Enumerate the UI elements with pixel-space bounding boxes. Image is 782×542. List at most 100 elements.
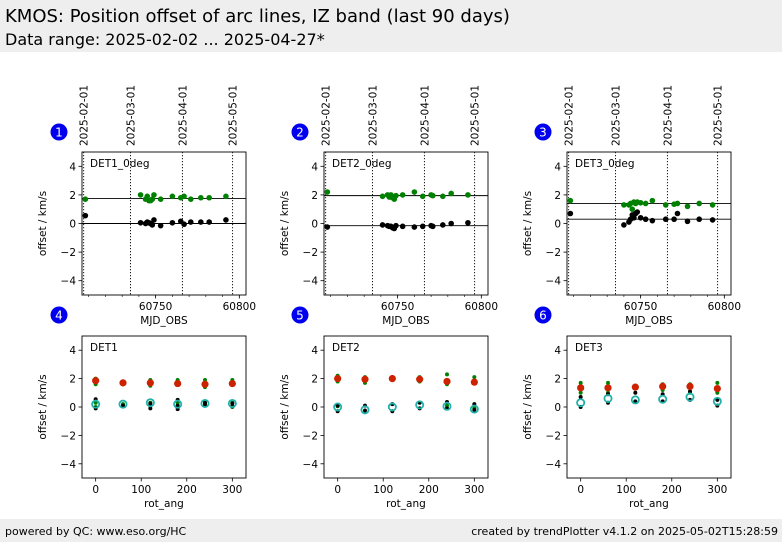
data-point: [149, 196, 156, 202]
y-tick-label: 0: [554, 219, 561, 231]
data-point: [187, 219, 194, 225]
x-tick-label: 0: [577, 484, 584, 496]
data-point: [82, 212, 89, 219]
x-tick-label: 60800: [708, 301, 741, 313]
y-tick-label: 0: [69, 402, 76, 414]
y-axis-label: offset / km/s: [279, 374, 291, 439]
data-point: [137, 219, 144, 226]
y-tick-label: −2: [546, 430, 561, 442]
mean-marker: [659, 382, 667, 391]
data-point: [465, 219, 471, 226]
panel-number: 5: [296, 309, 304, 323]
plot-frame: [566, 151, 732, 296]
data-point: [674, 210, 681, 217]
date-tick-label: 2025-04-01: [662, 85, 674, 146]
mean-marker: [469, 404, 479, 414]
data-point: [649, 217, 656, 224]
data-point: [567, 210, 574, 217]
data-point: [445, 403, 449, 408]
data-point: [121, 403, 125, 408]
panel-label: DET2: [332, 342, 360, 354]
panel-number-badge: [50, 123, 68, 141]
data-point: [715, 397, 720, 402]
chart-panel-2: 2025-02-01 2025-03-01 2025-04-01 2025-05-01…: [279, 85, 498, 327]
footer-powered-by: powered by QC: www.eso.org/HC: [5, 525, 187, 538]
data-point: [629, 206, 636, 212]
mean-marker: [360, 405, 370, 415]
data-point: [419, 223, 426, 230]
data-point: [445, 372, 449, 377]
mean-marker: [174, 379, 182, 388]
panel-label: DET3_0deg: [575, 158, 635, 170]
panel-number-badge: [50, 306, 68, 324]
mean-marker: [658, 394, 668, 404]
mean-marker: [387, 402, 397, 412]
mean-marker: [603, 393, 613, 403]
data-point: [363, 408, 367, 413]
plot-frame: [81, 335, 247, 479]
data-point: [472, 407, 477, 412]
y-tick-label: 2: [311, 374, 318, 386]
data-point: [606, 380, 610, 385]
data-point: [633, 399, 638, 404]
x-tick-label: 200: [662, 484, 682, 496]
data-point: [578, 395, 583, 400]
mean-marker: [576, 398, 586, 408]
panel-number-badge: [291, 123, 309, 141]
mean-marker: [443, 377, 451, 386]
date-tick-label: 2025-05-01: [228, 85, 240, 146]
data-point: [621, 202, 627, 208]
data-point: [399, 223, 406, 230]
y-tick-label: 2: [311, 190, 318, 202]
x-tick-label: 100: [131, 484, 151, 496]
data-point: [151, 217, 157, 223]
mean-marker: [201, 380, 209, 388]
data-point: [223, 193, 229, 200]
mean-marker: [577, 384, 585, 392]
data-point: [175, 400, 180, 405]
x-tick-label: 300: [222, 484, 242, 496]
y-tick-label: −4: [61, 276, 77, 288]
y-tick-label: 4: [311, 345, 318, 357]
data-point: [637, 214, 644, 221]
data-point: [709, 202, 716, 208]
date-tick-label: 2025-02-01: [79, 85, 91, 146]
date-tick-label: 2025-04-01: [419, 85, 431, 146]
data-point: [709, 217, 716, 223]
y-tick-label: 4: [554, 161, 561, 173]
data-point: [157, 196, 164, 202]
mean-marker: [200, 398, 210, 408]
data-point: [148, 406, 153, 411]
mean-marker: [631, 383, 639, 391]
data-point: [674, 200, 681, 207]
data-point: [181, 221, 187, 228]
data-point: [144, 193, 151, 200]
data-point: [567, 197, 574, 204]
data-point: [379, 222, 386, 228]
x-tick-label: 200: [177, 484, 197, 496]
data-point: [696, 200, 703, 207]
data-point: [621, 222, 627, 228]
y-tick-label: 2: [554, 374, 561, 386]
header: KMOS: Position offset of arc lines, IZ b…: [0, 0, 782, 52]
data-point: [223, 217, 229, 223]
x-axis-label: rot_ang: [144, 498, 184, 510]
y-tick-label: 4: [69, 345, 76, 357]
x-tick-label: 0: [92, 484, 99, 496]
panel-label: DET1: [90, 342, 118, 354]
x-tick-label: 60750: [624, 301, 657, 313]
data-point: [157, 222, 164, 229]
data-point: [465, 192, 471, 198]
mean-marker: [604, 384, 612, 392]
x-axis-label: rot_ang: [629, 498, 669, 510]
data-point: [684, 218, 691, 225]
data-point: [634, 209, 641, 215]
mean-marker: [173, 399, 183, 409]
mean-marker: [228, 379, 236, 388]
panel-number-badge: [534, 306, 552, 324]
mean-marker: [388, 375, 396, 383]
plot-frame: [566, 335, 732, 479]
data-point: [169, 219, 176, 226]
data-point: [230, 401, 235, 406]
data-point: [169, 193, 176, 200]
